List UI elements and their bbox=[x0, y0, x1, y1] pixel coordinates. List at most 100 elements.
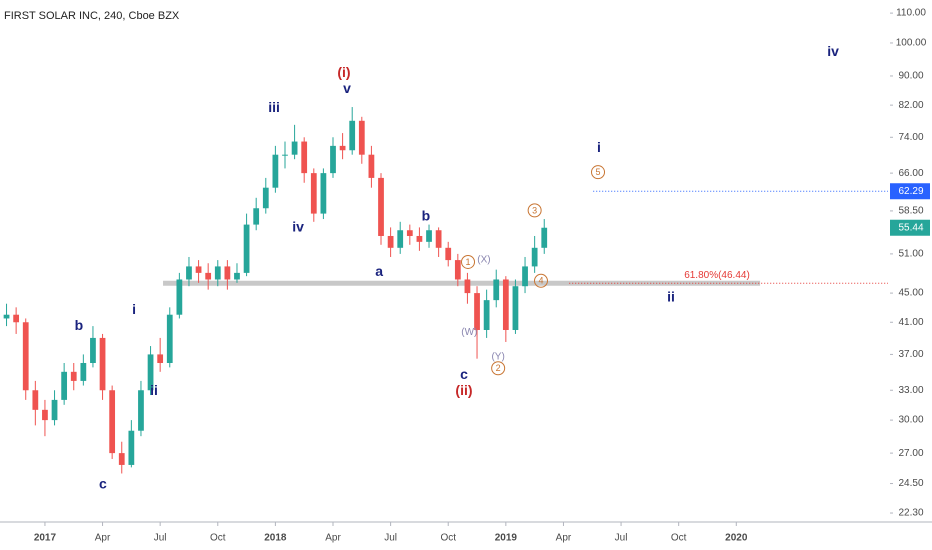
x-tick-label: Jul bbox=[154, 533, 167, 544]
candle-body bbox=[272, 154, 279, 188]
candle-body bbox=[474, 293, 480, 330]
y-tick-label: 51.00 bbox=[898, 249, 923, 260]
candle-body bbox=[138, 390, 144, 431]
y-tick-label: 110.00 bbox=[896, 8, 926, 19]
candle-body bbox=[406, 230, 413, 236]
candle-body bbox=[349, 120, 356, 151]
target-price-label: 62.29 bbox=[898, 186, 923, 197]
candle-body bbox=[3, 314, 10, 319]
y-tick-label: 37.00 bbox=[898, 349, 923, 360]
candle-body bbox=[493, 279, 500, 301]
candle-body bbox=[234, 272, 240, 280]
y-tick-label: 66.00 bbox=[898, 168, 923, 179]
candle-body bbox=[90, 337, 96, 363]
y-tick-label: 41.00 bbox=[898, 317, 923, 328]
candle-body bbox=[320, 173, 327, 214]
candle-body bbox=[445, 247, 452, 261]
candle-body bbox=[397, 230, 404, 248]
wave-circle bbox=[491, 361, 506, 376]
wave-label: 2 bbox=[496, 363, 501, 373]
x-tick-label: 2020 bbox=[725, 533, 748, 544]
wave-label: 4 bbox=[538, 276, 543, 286]
candle-body bbox=[80, 362, 87, 381]
candle-body bbox=[531, 247, 538, 267]
x-tick-label: 2019 bbox=[495, 533, 518, 544]
candle-body bbox=[13, 314, 20, 323]
wave-circle bbox=[461, 254, 476, 269]
candle-body bbox=[454, 260, 461, 280]
candle-body bbox=[70, 371, 77, 381]
candle-body bbox=[262, 187, 269, 209]
candle-body bbox=[42, 409, 48, 421]
candle-body bbox=[51, 399, 58, 421]
y-tick-label: 58.50 bbox=[898, 206, 923, 217]
candle-body bbox=[61, 371, 68, 400]
candle-body bbox=[243, 224, 250, 273]
x-tick-label: Oct bbox=[440, 533, 456, 544]
candle-body bbox=[378, 177, 384, 236]
wave-label: (W) bbox=[461, 327, 477, 338]
candle-body bbox=[224, 266, 231, 280]
last-price-tag bbox=[890, 219, 930, 236]
x-tick-label: Apr bbox=[556, 533, 572, 544]
candle-body bbox=[416, 235, 423, 242]
wave-label: (Y) bbox=[491, 352, 504, 363]
wave-label: 5 bbox=[596, 167, 601, 177]
y-tick-label: 27.00 bbox=[898, 448, 923, 459]
candle-body bbox=[214, 266, 221, 280]
candle-body bbox=[512, 286, 519, 330]
candle-body bbox=[310, 173, 317, 214]
x-tick-label: Oct bbox=[210, 533, 226, 544]
y-tick-label: 33.00 bbox=[898, 385, 923, 396]
x-tick-label: Apr bbox=[95, 533, 111, 544]
candle-body bbox=[157, 354, 164, 363]
candle-body bbox=[253, 208, 260, 225]
wave-label: c bbox=[99, 476, 107, 492]
candle-body bbox=[128, 430, 135, 465]
candle-body bbox=[464, 279, 471, 294]
candle-body bbox=[301, 141, 308, 174]
fib-label: 61.80%(46.44) bbox=[684, 270, 750, 281]
y-tick-label: 74.00 bbox=[898, 132, 923, 143]
candle-body bbox=[32, 390, 39, 410]
last-price-label: 55.44 bbox=[898, 222, 923, 233]
y-tick-label: 24.50 bbox=[898, 478, 923, 489]
wave-label: b bbox=[422, 208, 431, 224]
candle-body bbox=[358, 120, 365, 155]
candle-body bbox=[339, 145, 346, 151]
candle-body bbox=[387, 235, 394, 248]
wave-label: iv bbox=[292, 219, 304, 235]
wave-label: (X) bbox=[477, 255, 490, 266]
candle-body bbox=[186, 266, 192, 280]
candle-body bbox=[426, 230, 432, 242]
candle-body bbox=[176, 279, 183, 315]
wave-circle bbox=[591, 165, 606, 180]
x-tick-label: 2017 bbox=[34, 533, 57, 544]
wave-label: 3 bbox=[532, 205, 537, 215]
candle-body bbox=[291, 141, 298, 155]
candle-body bbox=[195, 266, 202, 273]
x-tick-label: 2018 bbox=[264, 533, 287, 544]
x-tick-label: Jul bbox=[615, 533, 628, 544]
candle-body bbox=[483, 300, 490, 330]
wave-label: iv bbox=[827, 43, 839, 59]
candle-body bbox=[435, 230, 442, 248]
y-tick-label: 22.30 bbox=[898, 508, 923, 519]
candle-body bbox=[330, 145, 336, 174]
wave-circle bbox=[527, 203, 542, 218]
y-tick-label: 45.00 bbox=[898, 288, 923, 299]
y-tick-label: 82.00 bbox=[898, 100, 923, 111]
wave-label: b bbox=[75, 317, 84, 333]
candle-body bbox=[118, 453, 125, 465]
wave-label: ii bbox=[667, 289, 675, 305]
wave-label: i bbox=[132, 301, 136, 317]
wave-label: iii bbox=[268, 99, 280, 115]
wave-label: (i) bbox=[337, 64, 350, 80]
candle-body bbox=[502, 279, 509, 330]
y-tick-label: 100.00 bbox=[896, 38, 927, 49]
candle-body bbox=[147, 354, 154, 391]
x-tick-label: Jul bbox=[384, 533, 397, 544]
wave-label: a bbox=[375, 263, 383, 279]
